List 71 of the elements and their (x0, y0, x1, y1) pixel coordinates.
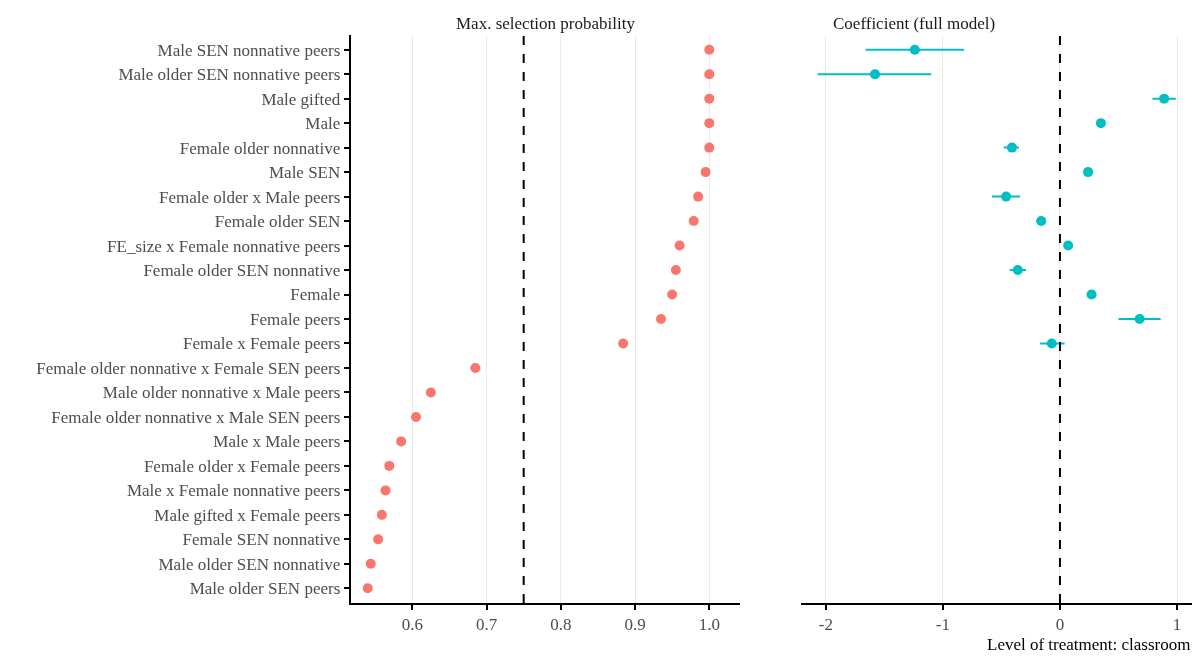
y-tick-label: Female older SEN (214, 212, 341, 232)
point (411, 411, 422, 422)
y-tick-label: Male (305, 114, 341, 134)
y-tick-label: Female older nonnative x Male SEN peers (51, 407, 341, 427)
y-tick-label: FE_size x Female nonnative peers (107, 236, 341, 256)
point (1086, 289, 1097, 300)
y-tick-label: Female older x Female peers (143, 456, 341, 476)
x-tick-label: 0.8 (550, 615, 572, 635)
point (425, 387, 436, 398)
point (1095, 118, 1106, 129)
y-tick-label: Male older SEN nonnative peers (118, 65, 341, 85)
point (656, 314, 667, 324)
point (693, 191, 704, 202)
y-tick-label: Female (290, 285, 341, 305)
y-tick-label: Male SEN (268, 163, 341, 183)
point (376, 509, 387, 520)
x-tick-label: 1 (1172, 615, 1182, 635)
point (704, 93, 715, 104)
point (688, 216, 699, 227)
x-tick-label: -2 (818, 615, 833, 635)
y-tick-label: Male older SEN nonnative (158, 554, 341, 574)
x-tick-label: -1 (935, 615, 950, 635)
x-tick-label: 0.9 (624, 615, 646, 635)
chart-title: Coefficient (full model) (833, 14, 996, 33)
point (1036, 216, 1047, 227)
y-tick-label: Male gifted x Female peers (154, 505, 341, 525)
point (700, 167, 711, 178)
y-tick-label: Male SEN nonnative peers (157, 40, 341, 60)
point (667, 289, 678, 300)
point (704, 69, 715, 80)
point (1063, 240, 1074, 251)
x-axis-title: Level of treatment: classroom (987, 635, 1191, 654)
point (909, 44, 920, 55)
point (384, 460, 395, 471)
point (1006, 142, 1017, 153)
point (1001, 191, 1012, 202)
y-tick-label: Female older nonnative x Female SEN peers (36, 358, 341, 378)
point (670, 265, 681, 276)
point (470, 362, 481, 373)
point (365, 558, 376, 569)
point (704, 142, 715, 153)
chart-title: Max. selection probability (456, 14, 636, 33)
point (1046, 338, 1057, 349)
point (1012, 265, 1023, 276)
x-tick-label: 1.0 (698, 615, 720, 635)
point (704, 118, 715, 129)
y-tick-label: Female SEN nonnative (182, 530, 341, 550)
point (674, 240, 685, 251)
point (1134, 314, 1145, 324)
point (1083, 167, 1094, 178)
x-tick-label: 0.6 (401, 615, 423, 635)
y-tick-label: Female peers (250, 309, 341, 329)
point (618, 338, 629, 349)
point (362, 583, 373, 594)
y-tick-label: Male older SEN peers (189, 579, 341, 599)
y-tick-label: Male gifted (261, 89, 341, 109)
y-tick-label: Female older x Male peers (159, 187, 341, 207)
point (380, 485, 391, 496)
y-tick-label: Female x Female peers (183, 334, 341, 354)
point (1159, 93, 1170, 104)
y-tick-label: Male x Female nonnative peers (126, 481, 341, 501)
point (704, 44, 715, 55)
point (396, 436, 407, 447)
point (870, 69, 881, 80)
y-tick-label: Male x Male peers (213, 432, 341, 452)
y-tick-label: Female older SEN nonnative (143, 260, 341, 280)
y-tick-label: Female older nonnative (179, 138, 341, 158)
x-tick-label: 0 (1055, 615, 1065, 635)
point (373, 534, 384, 545)
x-tick-label: 0.7 (475, 615, 498, 635)
y-tick-label: Male older nonnative x Male peers (102, 383, 341, 403)
